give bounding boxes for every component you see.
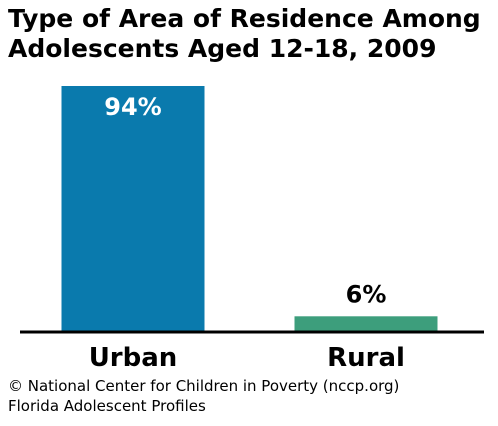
source-note: Florida Adolescent Profiles [8, 397, 206, 415]
chart-title: Type of Area of Residence Among Adolesce… [8, 4, 494, 64]
category-label-urban: Urban [89, 343, 178, 373]
bar-urban [61, 86, 205, 332]
chart-title-line-1: Type of Area of Residence Among [8, 4, 481, 33]
data-label-rural: 6% [346, 280, 387, 308]
category-label-rural: Rural [327, 343, 405, 373]
data-label-urban: 94% [104, 93, 161, 121]
chart-title-line-2: Adolescents Aged 12-18, 2009 [8, 34, 437, 63]
copyright-note: © National Center for Children in Povert… [8, 377, 400, 395]
bar-rural [294, 316, 438, 332]
footer: © National Center for Children in Povert… [8, 376, 494, 416]
